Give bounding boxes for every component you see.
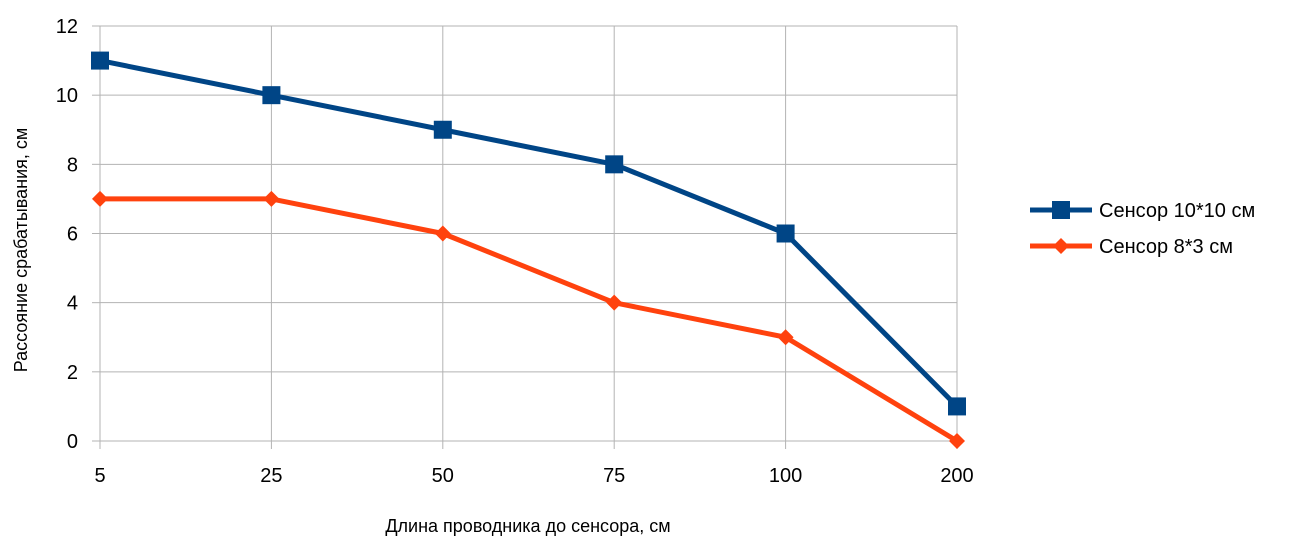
- x-tick-label: 25: [260, 465, 282, 487]
- y-tick-label: 4: [67, 293, 78, 315]
- data-point-square: [433, 120, 452, 139]
- x-axis-ticks: 5 25 50 75 100 200: [94, 465, 973, 487]
- series-line: [97, 58, 960, 409]
- legend-marker: [1053, 238, 1069, 254]
- series-1: [91, 51, 966, 416]
- data-point-diamond: [263, 190, 280, 207]
- data-point-square: [948, 397, 966, 416]
- x-tick-label: 5: [94, 465, 105, 487]
- legend-item: Сенсор 8*3 см: [1030, 236, 1233, 258]
- legend: Сенсор 10*10 см Сенсор 8*3 см: [1030, 200, 1255, 258]
- data-point-diamond: [949, 433, 965, 449]
- y-axis-ticks: 0 2 4 6 8 10 12: [56, 16, 78, 453]
- y-tick-label: 12: [56, 16, 78, 38]
- x-tick-label: 200: [940, 465, 973, 487]
- y-axis-title: Рассояние срабатывания, см: [11, 128, 31, 373]
- data-point-diamond: [92, 190, 108, 207]
- series-layer: [91, 51, 966, 449]
- y-tick-label: 2: [67, 362, 78, 384]
- x-tick-label: 100: [769, 465, 802, 487]
- legend-item: Сенсор 10*10 см: [1030, 200, 1255, 222]
- series-line: [97, 196, 960, 444]
- legend-marker: [1052, 201, 1070, 219]
- y-tick-label: 0: [67, 431, 78, 453]
- data-point-diamond: [606, 294, 623, 311]
- x-tick-label: 50: [432, 465, 454, 487]
- x-axis-title: Длина проводника до сенсора, см: [385, 516, 670, 536]
- x-tick-label: 75: [603, 465, 625, 487]
- grid: [92, 25, 958, 449]
- y-tick-label: 6: [67, 224, 78, 246]
- y-tick-label: 10: [56, 85, 78, 107]
- legend-label: Сенсор 8*3 см: [1099, 236, 1233, 258]
- data-point-diamond: [434, 225, 451, 242]
- series-2: [92, 190, 965, 449]
- legend-label: Сенсор 10*10 см: [1099, 200, 1255, 222]
- y-tick-label: 8: [67, 154, 78, 176]
- data-point-square: [776, 224, 795, 243]
- data-point-diamond: [777, 329, 794, 346]
- data-point-square: [605, 155, 624, 174]
- data-point-square: [262, 86, 281, 105]
- data-point-square: [91, 51, 109, 70]
